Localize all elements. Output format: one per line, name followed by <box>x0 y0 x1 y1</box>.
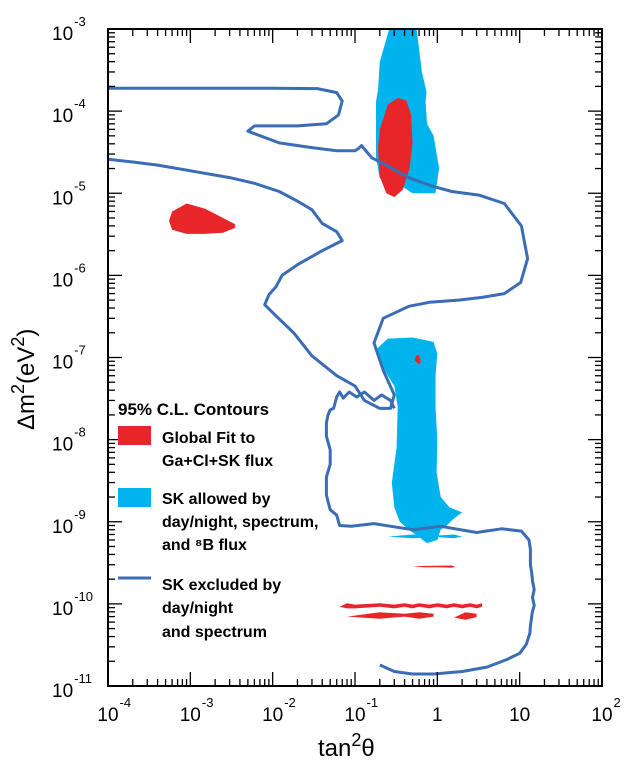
y-axis-title-mid: (eV <box>13 347 40 384</box>
y-axis-title-sup: 2 <box>8 384 28 394</box>
y-tick-label: 10-5 <box>52 178 86 209</box>
y-tick-label: 10-9 <box>52 507 86 538</box>
x-tick-label: 102 <box>591 695 620 726</box>
global-fit-region-3 <box>412 565 456 568</box>
x-axis-title-sup: 2 <box>351 730 361 750</box>
global-fit-region-5 <box>347 612 434 619</box>
x-tick-label: 1 <box>432 705 443 726</box>
y-tick-label: 10-7 <box>52 343 86 374</box>
legend-label-sk-excluded-line1: SK excluded by <box>162 577 281 594</box>
global-fit-region-0 <box>169 203 236 234</box>
y-tick-label: 10-6 <box>52 260 86 291</box>
x-axis-title-base: tan <box>318 735 351 762</box>
y-tick-label: 10-3 <box>52 14 86 45</box>
sk-excluded-region-0 <box>107 86 530 410</box>
y-axis-title: Δm2(eV2) <box>8 329 40 430</box>
legend: 95% C.L. Contours Global Fit to Ga+Cl+SK… <box>118 400 318 641</box>
legend-swatch-sk-allowed <box>118 488 151 507</box>
global-fit-region-2 <box>414 355 421 365</box>
legend-label-sk-excluded-line2: day/night <box>162 600 234 617</box>
y-tick-label: 10-4 <box>52 96 86 127</box>
legend-label-global-fit-line1: Global Fit to <box>162 430 256 447</box>
x-tick-label: 10-4 <box>97 695 131 726</box>
y-tick-label: 10-8 <box>52 425 86 456</box>
legend-swatch-global-fit <box>118 426 151 445</box>
y-tick-label: 10-10 <box>52 589 93 620</box>
global-fit-region-6 <box>454 612 477 620</box>
axis-ticks-layer <box>107 28 603 687</box>
contour-regions-layer <box>107 29 536 676</box>
legend-label-sk-allowed-line3: and ⁸B flux <box>162 537 247 554</box>
legend-label-sk-allowed-line1: SK allowed by <box>162 491 271 508</box>
x-tick-label: 10-1 <box>344 695 378 726</box>
x-tick-label: 10-2 <box>262 695 296 726</box>
tick-labels-layer: 10-410-310-210-11 10 10210-310-410-510-610… <box>52 14 621 726</box>
legend-label-sk-excluded-line3: and spectrum <box>162 624 267 641</box>
x-tick-label: 10 <box>509 705 530 726</box>
legend-label-global-fit-line2: Ga+Cl+SK flux <box>162 453 273 470</box>
global-fit-region-4 <box>339 603 483 609</box>
sk-excluded-region-1 <box>324 390 536 676</box>
y-tick-label: 10-11 <box>52 671 92 702</box>
x-axis-title-symbol: θ <box>361 735 374 762</box>
legend-label-sk-allowed-line2: day/night, spectrum, <box>162 514 318 531</box>
x-axis-title: tan2θ <box>318 730 375 762</box>
x-tick-label: 10-3 <box>180 695 214 726</box>
legend-title: 95% C.L. Contours <box>118 400 269 419</box>
sk-allowed-region-1 <box>376 337 463 544</box>
y-axis-title-end: ) <box>13 329 40 337</box>
y-axis-title-sup2: 2 <box>8 337 28 347</box>
global-fit-region-1 <box>378 97 413 197</box>
y-axis-title-base: Δm <box>13 394 40 430</box>
